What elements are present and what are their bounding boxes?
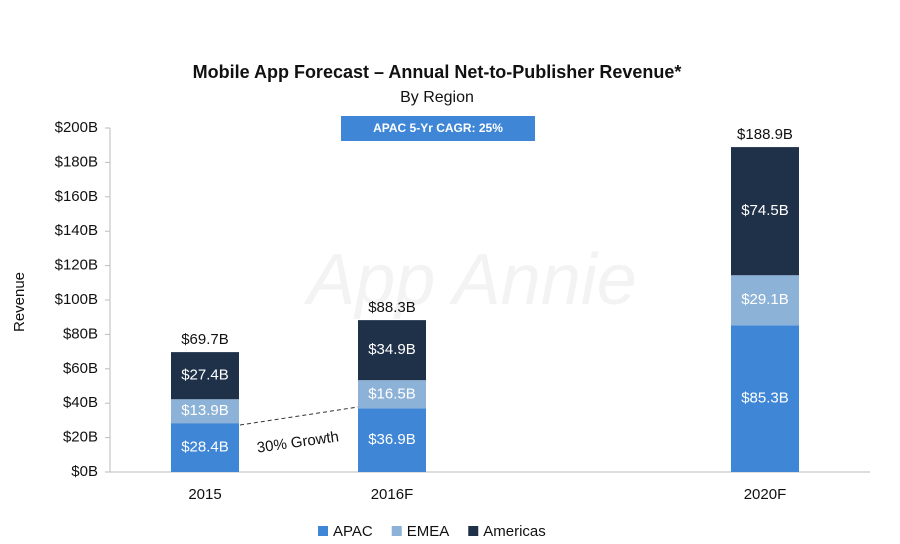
y-tick-label: $140B — [55, 222, 98, 239]
annotation-box — [341, 116, 535, 141]
growth-line — [239, 406, 359, 426]
legend-label: Americas — [483, 523, 546, 540]
bar-segment — [171, 423, 239, 472]
value-label: $28.4B — [181, 439, 229, 456]
total-label: $69.7B — [181, 331, 229, 348]
annotation: APAC 5-Yr CAGR: 25% — [373, 121, 503, 135]
y-tick-label: $0B — [71, 463, 98, 480]
value-label: $85.3B — [741, 390, 789, 407]
value-label: $29.1B — [741, 291, 789, 308]
y-axis-label: Revenue — [11, 272, 28, 332]
y-tick-label: $20B — [63, 429, 98, 446]
total-label: $188.9B — [737, 126, 793, 143]
value-label: $34.9B — [368, 341, 416, 358]
value-label: $16.5B — [368, 385, 416, 402]
total-label: $88.3B — [368, 299, 416, 316]
y-tick-label: $40B — [63, 394, 98, 411]
bar-segment — [171, 352, 239, 400]
bar-segment — [358, 408, 426, 472]
y-tick-label: $60B — [63, 360, 98, 377]
x-tick-label: 2015 — [188, 486, 221, 503]
y-tick-label: $180B — [55, 153, 98, 170]
chart-subtitle: By Region — [400, 89, 474, 106]
legend-swatch — [391, 526, 402, 536]
value-label: $36.9B — [368, 431, 416, 448]
bar-segment — [731, 325, 799, 472]
value-label: $27.4B — [181, 367, 229, 384]
legend-swatch — [318, 526, 328, 536]
bar-segment — [731, 147, 799, 276]
watermark: App Annie — [303, 240, 637, 320]
y-tick-label: $200B — [55, 119, 98, 136]
growth-annotation: 30% Growth — [256, 428, 340, 456]
x-tick-label: 2016F — [371, 486, 414, 503]
value-label: $74.5B — [741, 202, 789, 219]
x-tick-label: 2020F — [744, 486, 787, 503]
y-tick-label: $100B — [55, 291, 98, 308]
bar-segment — [358, 380, 426, 409]
bar-segment — [358, 320, 426, 381]
legend-label: APAC — [333, 523, 373, 540]
y-tick-label: $120B — [55, 257, 98, 274]
legend-swatch — [468, 526, 479, 536]
bar-segment — [171, 399, 239, 424]
bar-segment — [731, 275, 799, 326]
y-tick-label: $160B — [55, 188, 98, 205]
legend-label: EMEA — [407, 523, 450, 540]
value-label: $13.9B — [181, 402, 229, 419]
y-tick-label: $80B — [63, 325, 98, 342]
chart-title: Mobile App Forecast – Annual Net-to-Publ… — [193, 62, 682, 82]
